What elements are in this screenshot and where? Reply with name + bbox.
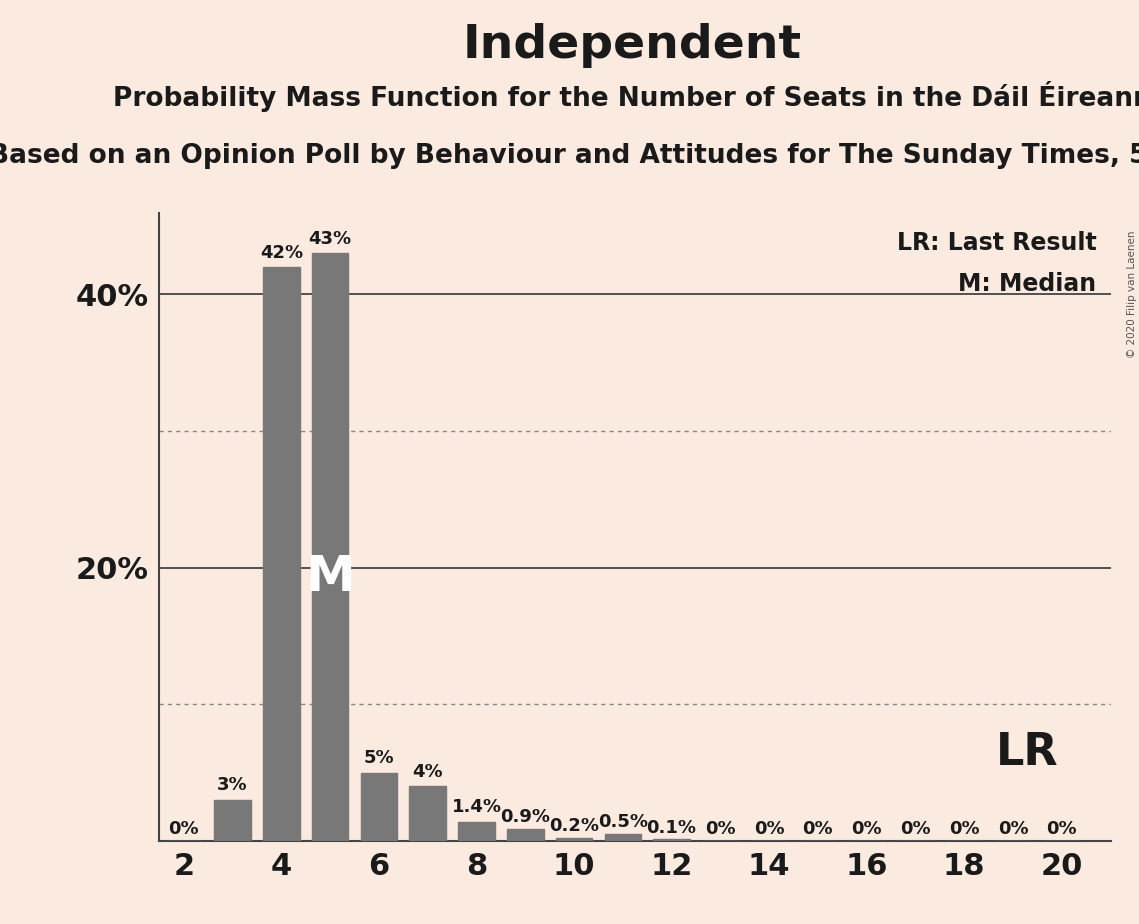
Bar — [263, 267, 300, 841]
Text: 43%: 43% — [309, 230, 352, 248]
Text: 0%: 0% — [803, 821, 834, 838]
Text: © 2020 Filip van Laenen: © 2020 Filip van Laenen — [1126, 231, 1137, 359]
Text: 0%: 0% — [900, 821, 931, 838]
Text: 5%: 5% — [363, 749, 394, 767]
Text: LR: LR — [997, 731, 1059, 773]
Text: 42%: 42% — [260, 244, 303, 261]
Bar — [409, 786, 446, 841]
Text: LR: Last Result: LR: Last Result — [896, 231, 1096, 255]
Text: Based on an Opinion Poll by Behaviour and Attitudes for The Sunday Times, 5–17 S: Based on an Opinion Poll by Behaviour an… — [0, 143, 1139, 169]
Text: Independent: Independent — [462, 23, 802, 68]
Text: 0.9%: 0.9% — [500, 808, 550, 826]
Bar — [361, 772, 398, 841]
Bar — [214, 800, 251, 841]
Text: 1.4%: 1.4% — [451, 798, 501, 816]
Bar — [654, 840, 690, 841]
Text: 0%: 0% — [851, 821, 882, 838]
Text: 3%: 3% — [218, 776, 248, 795]
Bar — [556, 838, 592, 841]
Bar — [507, 829, 543, 841]
Text: M: M — [305, 553, 355, 601]
Text: 0%: 0% — [754, 821, 785, 838]
Text: 0.2%: 0.2% — [549, 818, 599, 835]
Text: Probability Mass Function for the Number of Seats in the Dáil Éireann: Probability Mass Function for the Number… — [113, 81, 1139, 113]
Text: 0.1%: 0.1% — [647, 819, 697, 837]
Bar — [605, 834, 641, 841]
Text: 0%: 0% — [705, 821, 736, 838]
Text: 0%: 0% — [1047, 821, 1077, 838]
Text: M: Median: M: Median — [958, 273, 1096, 297]
Bar — [312, 253, 349, 841]
Text: 0%: 0% — [949, 821, 980, 838]
Text: 0%: 0% — [169, 821, 199, 838]
Text: 0.5%: 0.5% — [598, 813, 648, 832]
Bar — [458, 821, 494, 841]
Text: 4%: 4% — [412, 762, 443, 781]
Text: 0%: 0% — [998, 821, 1029, 838]
